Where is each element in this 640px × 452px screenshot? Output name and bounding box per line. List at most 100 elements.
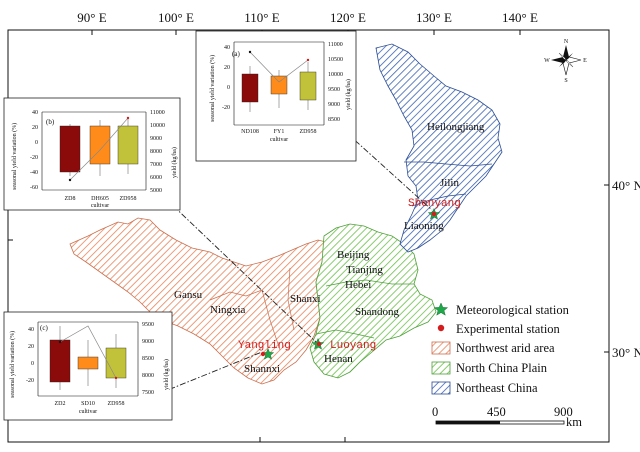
province-label-shandong: Shandong [355,306,400,318]
svg-text:W: W [544,58,550,64]
svg-text:11000: 11000 [150,110,165,116]
tick-label-lon: 100° E [158,10,194,25]
province-label-liaoning: Liaoning [404,220,444,232]
svg-text:-20: -20 [30,155,38,161]
svg-text:N: N [564,39,569,45]
tick-label-lon: 110° E [244,10,279,25]
station-label-yangling: Yangling [238,340,291,352]
svg-text:40: 40 [32,110,38,116]
tick-label-lat: 30° N [612,345,640,360]
svg-text:7000: 7000 [150,162,162,168]
svg-text:seasonal yield variation (%): seasonal yield variation (%) [11,123,18,190]
svg-text:40: 40 [224,45,230,51]
svg-text:E: E [583,58,587,64]
svg-text:SD10: SD10 [81,401,95,407]
tick-label-lon: 120° E [330,10,366,25]
inset-b: (b) 40 20 0 -20 -40 -60 11000 10000 9000… [3,97,181,211]
svg-text:S: S [564,78,567,84]
svg-text:0: 0 [35,140,38,146]
legend-northeast-label: Northeast China [456,381,538,395]
svg-text:40: 40 [28,327,34,333]
svg-text:20: 20 [224,65,230,71]
svg-text:10000: 10000 [328,72,343,78]
svg-text:-40: -40 [30,170,38,176]
legend-ncp-swatch [431,361,451,375]
svg-text:11000: 11000 [328,42,343,48]
svg-text:-20: -20 [26,378,34,384]
province-label-shanxi: Shanxi [290,293,321,305]
svg-text:cultivar: cultivar [91,203,109,209]
svg-text:20: 20 [28,344,34,350]
svg-text:20: 20 [32,125,38,131]
scale-bar: 0 450 900 km [432,405,582,429]
tick-label-lon: 140° E [502,10,538,25]
svg-text:yield (kg/ha): yield (kg/ha) [171,147,178,178]
north-arrow-icon: N S E W [544,39,587,84]
svg-text:yield (kg/ha): yield (kg/ha) [163,359,170,390]
tick-label-lon: 90° E [77,10,106,25]
svg-text:9000: 9000 [142,339,154,345]
inset-a: (a) 40 20 0 -20 11000 10500 10000 9500 9… [195,30,357,162]
svg-text:FY1: FY1 [274,129,285,135]
scale-label-450: 450 [487,405,506,419]
scale-label-0: 0 [432,405,438,419]
station-label-shenyang: Shenyang [408,198,461,210]
legend-northwest-label: Northwest arid area [456,341,555,355]
province-label-ningxia: Ningxia [210,304,246,316]
experimental-dot-shenyang [431,211,437,217]
svg-text:8500: 8500 [142,356,154,362]
inset-b-tag: (b) [46,118,55,126]
svg-text:ZD958: ZD958 [108,401,125,407]
svg-text:8500: 8500 [328,117,340,123]
svg-text:7500: 7500 [142,390,154,396]
svg-text:ZD2: ZD2 [55,401,66,407]
region-northeast [375,43,503,253]
svg-text:9000: 9000 [328,102,340,108]
province-label-hebei: Hebei [345,279,371,291]
province-label-gansu: Gansu [174,289,203,301]
svg-text:8000: 8000 [142,373,154,379]
top-axis: 90° E 100° E 110° E 120° E 130° E 140° E [77,10,538,35]
svg-text:9000: 9000 [150,136,162,142]
svg-text:0: 0 [227,85,230,91]
right-axis: 40° N 30° N [8,178,640,442]
svg-text:9500: 9500 [328,87,340,93]
tick-label-lat: 40° N [612,178,640,193]
province-label-shannxi: Shannxi [244,363,280,375]
province-label-henan: Henan [324,353,353,365]
legend-experimental-dot-icon [437,324,445,332]
svg-text:-20: -20 [222,105,230,111]
svg-text:yield (kg/ha): yield (kg/ha) [345,79,352,110]
experimental-dot-yangling [260,351,266,357]
legend-meteorological-star-icon [433,302,449,316]
svg-text:8000: 8000 [150,149,162,155]
province-labels: Gansu Ningxia Shanxi Shannxi Beijing Tia… [174,121,485,375]
province-label-jilin: Jilin [440,177,459,189]
svg-text:6000: 6000 [150,175,162,181]
scale-label-900: 900 [554,405,573,419]
svg-text:cultivar: cultivar [270,137,288,143]
region-north-china-plain [309,223,437,379]
province-label-heilongjiang: Heilongjiang [427,121,485,133]
svg-text:DH605: DH605 [91,196,109,202]
svg-text:9500: 9500 [142,322,154,328]
svg-text:-60: -60 [30,185,38,191]
legend: Meteorological station Experimental stat… [431,302,570,395]
tick-label-lon: 130° E [416,10,452,25]
station-markers [260,207,441,360]
svg-text:seasonal yield variation (%): seasonal yield variation (%) [9,331,16,398]
legend-meteorological-label: Meteorological station [456,303,570,317]
legend-northwest-swatch [431,341,451,355]
svg-text:ZD8: ZD8 [65,196,76,202]
svg-text:ND108: ND108 [241,129,259,135]
svg-text:ZD958: ZD958 [120,196,137,202]
scale-unit: km [566,415,582,429]
legend-experimental-label: Experimental station [456,322,561,336]
experimental-dot-luoyang [316,341,322,347]
inset-c-tag: (c) [40,324,48,332]
legend-northeast-swatch [431,381,451,395]
inset-a-tag: (a) [232,50,240,58]
inset-c: (c) 40 20 0 -20 9500 9000 8500 8000 7500… [3,311,173,421]
svg-text:seasonal yield variation (%): seasonal yield variation (%) [209,55,216,122]
